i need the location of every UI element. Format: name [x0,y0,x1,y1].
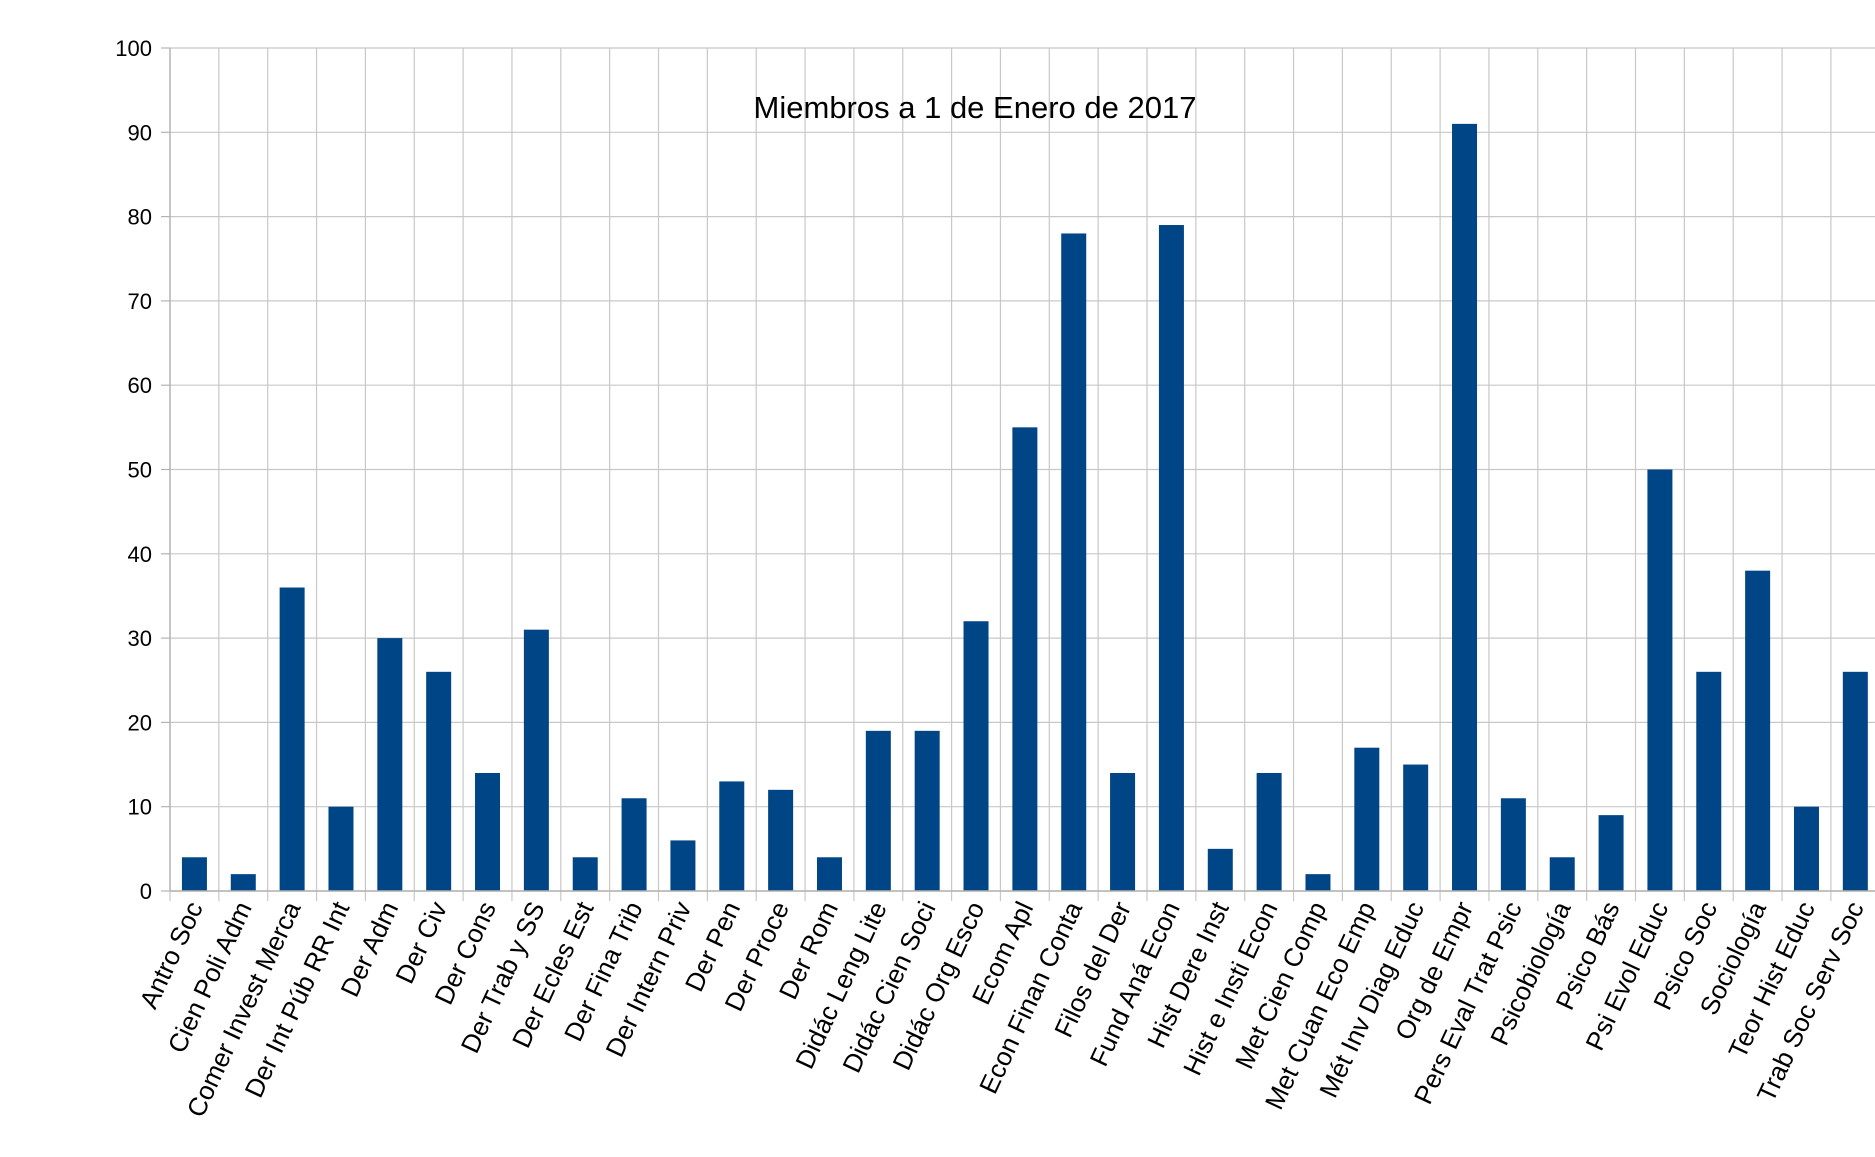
bar [719,781,745,891]
bar [670,840,696,891]
y-tick-label: 90 [128,120,152,145]
bar [621,798,647,891]
bar [963,621,989,891]
bar [1012,427,1038,891]
bar [572,857,598,891]
bar [426,671,452,891]
bar [1158,225,1184,891]
bar [1500,798,1526,891]
bar [865,730,891,891]
bar [1745,570,1771,891]
bar [914,730,940,891]
axes [161,47,1875,892]
bar [1647,469,1673,891]
bar [768,789,794,891]
bar [1793,806,1819,891]
y-tick-label: 10 [128,795,152,820]
bar [1549,857,1575,891]
bar [1842,671,1868,891]
y-tick-label: 80 [128,205,152,230]
bar [1452,123,1478,892]
bar [1110,772,1136,891]
y-tick-label: 60 [128,373,152,398]
bar [1696,671,1722,891]
bar [1256,772,1282,891]
bar [1061,233,1087,891]
bar [1403,764,1429,891]
y-tick-label: 40 [128,542,152,567]
y-tick-label: 100 [115,36,152,61]
bar [816,857,842,891]
bar [377,638,403,891]
y-tick-label: 30 [128,626,152,651]
bar [1305,874,1331,891]
chart-title: Miembros a 1 de Enero de 2017 [754,90,1197,125]
y-tick-label: 0 [140,879,152,904]
bar [1598,815,1624,891]
y-tick-label: 20 [128,710,152,735]
bar [328,806,354,891]
y-tick-label: 70 [128,289,152,314]
y-tick-label: 50 [128,458,152,483]
bar [475,772,501,891]
bars [181,123,1868,892]
bar [279,587,305,891]
bar [523,629,549,891]
bar [230,874,256,891]
y-tick-labels: 0 10 20 30 40 50 60 70 80 90 100 [115,36,152,904]
bar [1207,848,1233,891]
bar [181,857,207,891]
bar [1354,747,1380,891]
